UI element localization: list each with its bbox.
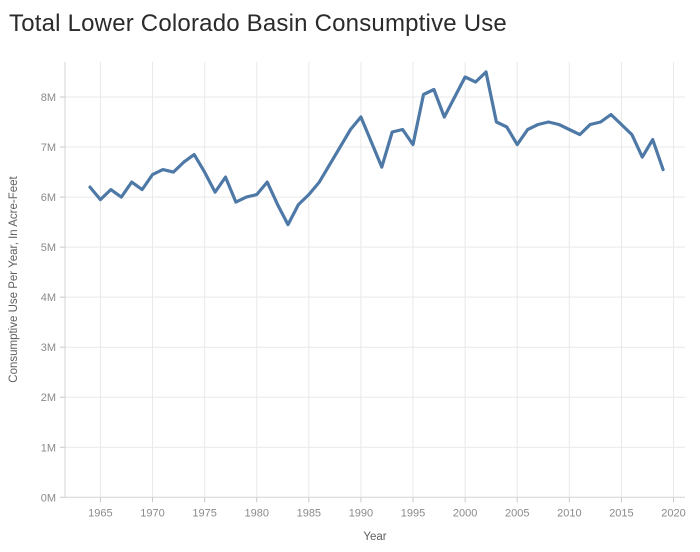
x-tick-label-1965: 1965 xyxy=(88,507,112,519)
x-axis-title: Year xyxy=(363,531,386,543)
x-tick-label-2010: 2010 xyxy=(557,507,581,519)
x-tick-label-1970: 1970 xyxy=(140,507,164,519)
x-tick-label-2005: 2005 xyxy=(505,507,529,519)
x-tick-label-1980: 1980 xyxy=(244,507,268,519)
series-line-0[interactable] xyxy=(88,70,665,227)
x-tick-label-2020: 2020 xyxy=(661,507,685,519)
x-tick-label-1995: 1995 xyxy=(401,507,425,519)
x-tick-label-1990: 1990 xyxy=(349,507,373,519)
y-tick-label-0M: 0M xyxy=(41,492,56,504)
y-axis-title: Consumptive Use Per Year, In Acre-Feet xyxy=(8,175,20,382)
gridlines xyxy=(65,62,685,498)
x-tick-label-1985: 1985 xyxy=(297,507,321,519)
y-tick-label-1M: 1M xyxy=(41,442,56,454)
x-tick-label-1975: 1975 xyxy=(192,507,216,519)
x-tick-label-2015: 2015 xyxy=(609,507,633,519)
y-tick-label-6M: 6M xyxy=(41,192,56,204)
y-tick-label-3M: 3M xyxy=(41,342,56,354)
x-tick-label-2000: 2000 xyxy=(453,507,477,519)
tick-labels: 1965 1970 1975 1980 1985 1990 1995 2000 2005 2010… xyxy=(41,92,686,519)
chart-title: Total Lower Colorado Basin Consumptive U… xyxy=(9,10,507,37)
y-tick-label-2M: 2M xyxy=(41,392,56,404)
y-tick-label-7M: 7M xyxy=(41,142,56,154)
axes xyxy=(60,62,685,503)
series-group xyxy=(88,70,665,227)
y-tick-label-8M: 8M xyxy=(41,92,56,104)
y-tick-label-4M: 4M xyxy=(41,292,56,304)
y-tick-label-5M: 5M xyxy=(41,242,56,254)
